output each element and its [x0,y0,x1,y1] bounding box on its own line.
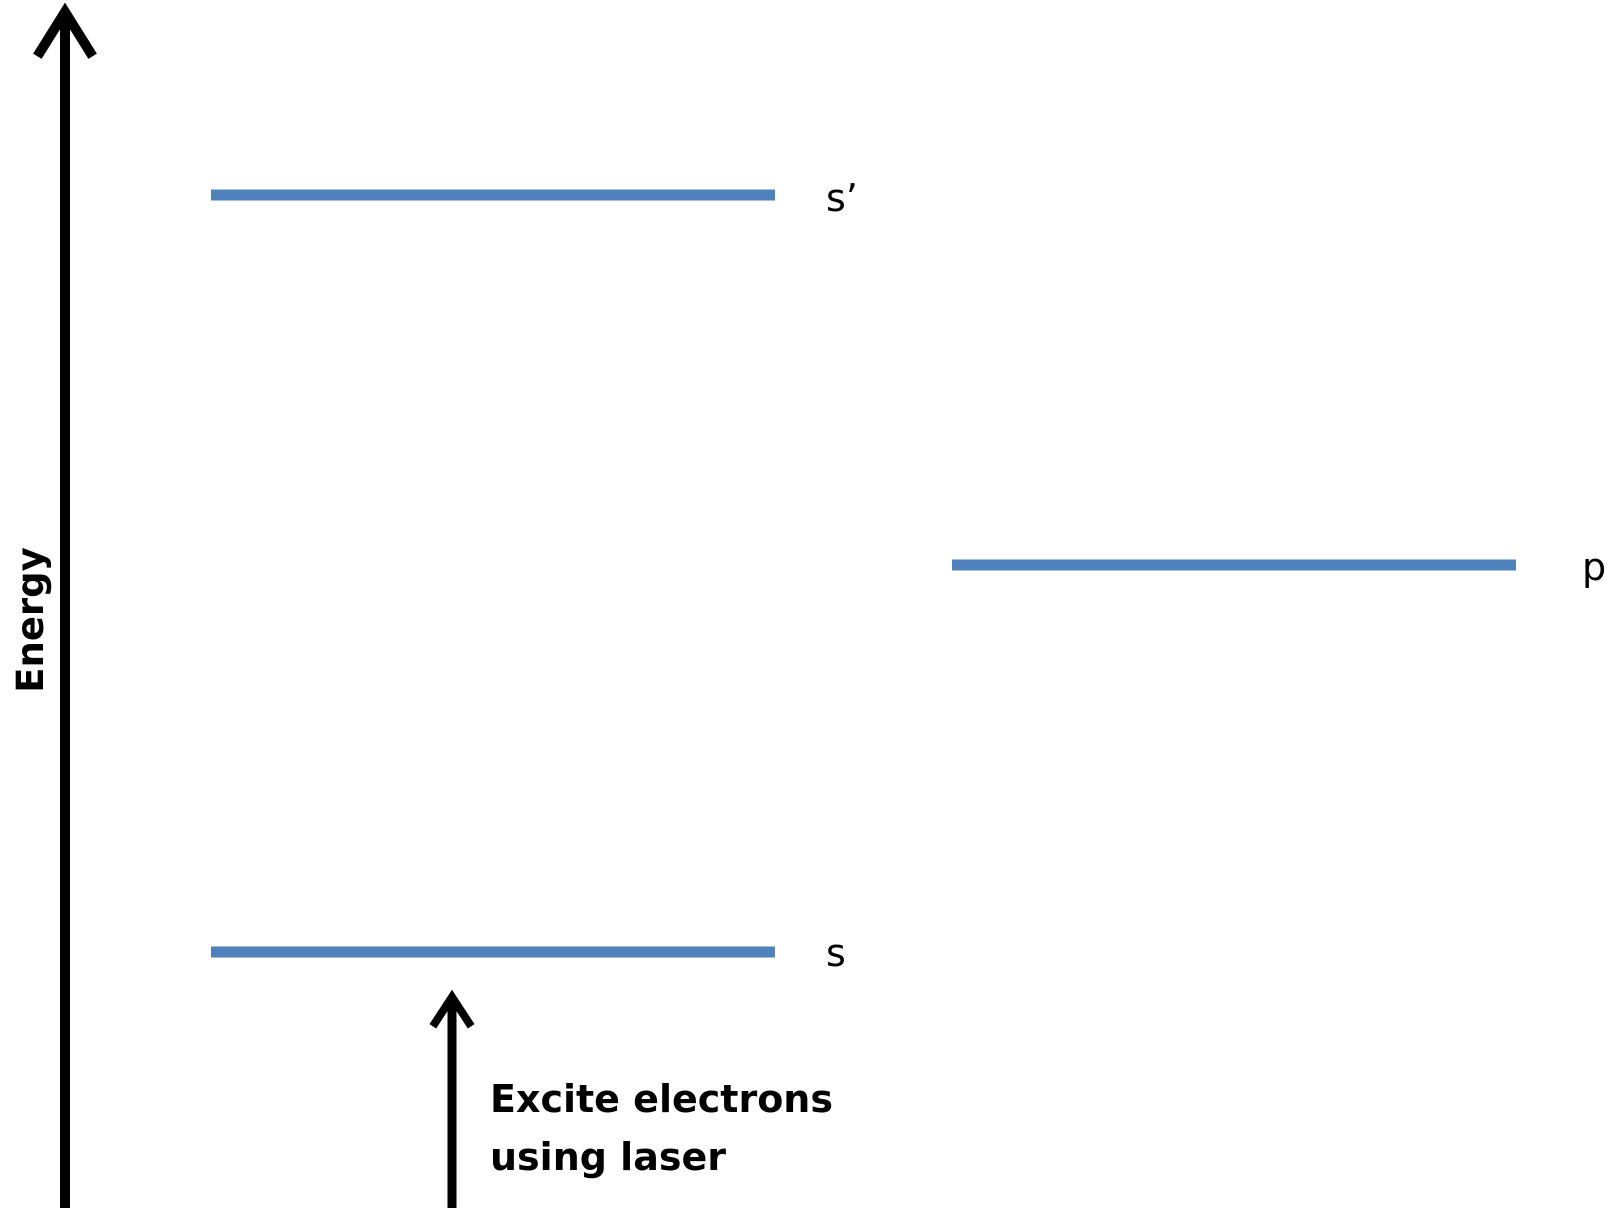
energy-axis-arrowhead-icon [33,2,97,59]
excitation-arrow [429,989,475,1208]
level-label-s: s [826,931,846,975]
level-label-s-prime: s’ [826,176,858,220]
level-label-p: p [1582,545,1606,589]
level-s: s [211,931,846,975]
energy-axis-label: Energy [9,547,52,693]
level-p: p [952,545,1606,589]
level-s-prime: s’ [211,176,858,220]
annotation-line-2: using laser [490,1135,726,1179]
energy-axis [33,2,97,1208]
excitation-arrowhead-icon [429,989,475,1029]
annotation-line-1: Excite electrons [490,1077,833,1121]
